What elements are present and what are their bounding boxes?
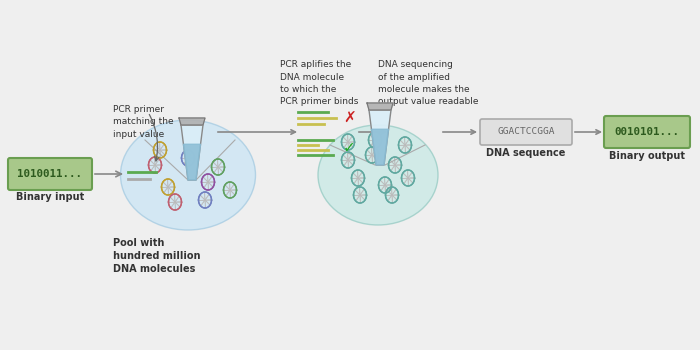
Polygon shape — [369, 110, 391, 165]
Text: 0010101...: 0010101... — [615, 127, 680, 137]
FancyBboxPatch shape — [8, 158, 92, 190]
Polygon shape — [372, 129, 389, 165]
FancyBboxPatch shape — [480, 119, 572, 145]
Ellipse shape — [318, 125, 438, 225]
Text: PCR primer
matching the
input value: PCR primer matching the input value — [113, 105, 174, 139]
Text: Binary output: Binary output — [609, 151, 685, 161]
Polygon shape — [179, 118, 205, 125]
Text: DNA sequence: DNA sequence — [486, 148, 566, 158]
Text: Pool with
hundred million
DNA molecules: Pool with hundred million DNA molecules — [113, 238, 200, 274]
FancyBboxPatch shape — [604, 116, 690, 148]
Ellipse shape — [120, 120, 256, 230]
Polygon shape — [183, 144, 201, 180]
Polygon shape — [367, 103, 393, 110]
Text: DNA sequencing
of the amplified
molecule makes the
output value readable: DNA sequencing of the amplified molecule… — [378, 60, 479, 106]
Text: GGACTCCGGA: GGACTCCGGA — [497, 127, 554, 136]
Polygon shape — [181, 125, 203, 180]
Text: 1010011...: 1010011... — [18, 169, 83, 179]
Text: PCR aplifies the
DNA molecule
to which the
PCR primer binds: PCR aplifies the DNA molecule to which t… — [280, 60, 358, 106]
Text: ✓: ✓ — [343, 140, 356, 155]
Text: Binary input: Binary input — [16, 192, 84, 202]
Text: ✗: ✗ — [343, 111, 356, 126]
